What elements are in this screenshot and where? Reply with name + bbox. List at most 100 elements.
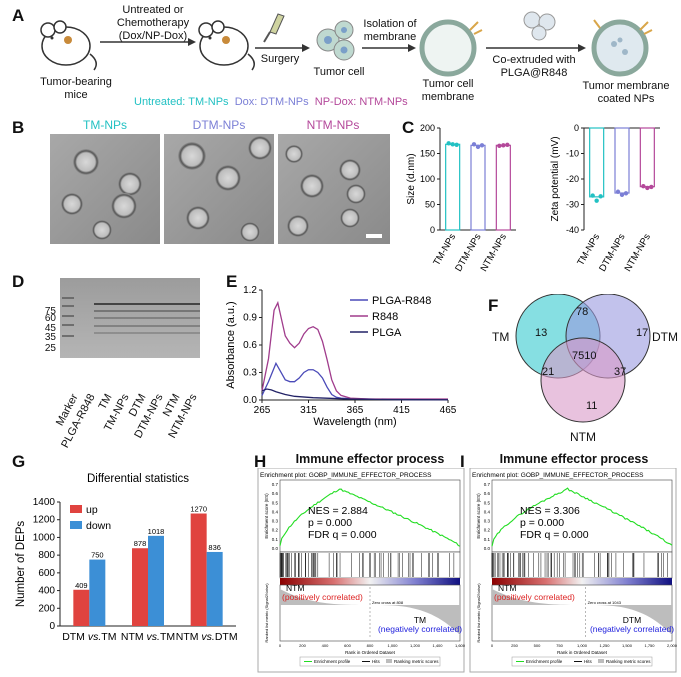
gsea-es-ytick: 0.6: [272, 491, 279, 496]
panel-f-label: F: [488, 296, 499, 315]
gsea-pos-desc: (positively correlated): [494, 592, 575, 602]
gsea-xtick: 200: [299, 643, 306, 648]
gsea-es-ytick: 0.1: [272, 537, 279, 542]
g-ylabel: Number of DEPs: [15, 521, 27, 608]
c-ytick-label-0: 150: [420, 149, 435, 159]
scalpel-icon: [263, 13, 285, 43]
e-ytick-label: 0.9: [243, 313, 257, 324]
gsea-hits-box: [279, 551, 461, 579]
g-legend-label: down: [86, 520, 111, 532]
c-point-0-2: [501, 143, 506, 148]
gsea-es-ytick: 0.3: [484, 519, 491, 524]
gsea-neg-name: TM: [414, 615, 426, 625]
schematic-graphics: [40, 11, 653, 77]
gsea-xtick: 400: [322, 643, 329, 648]
gsea-legend-box: [511, 656, 653, 667]
venn-ntm-only: 11: [586, 400, 598, 412]
panel-i-label: I: [460, 452, 465, 471]
gsea-p: p = 0.000: [308, 517, 352, 529]
c-point-0-1: [471, 142, 477, 147]
gsea-xtick: 1,500: [622, 643, 633, 648]
c-point-1-2: [649, 184, 654, 190]
panel-g-label: G: [12, 452, 26, 471]
g-bar-value: 836: [208, 543, 221, 552]
c-bar-0-0: [445, 143, 461, 231]
group-legend: Untreated: TM-NPs Dox: DTM-NPs NP-Dox: N…: [134, 96, 464, 108]
e-series-line-R848: [261, 300, 448, 400]
gsea-rank-label: Ranked list metric (Signal2Noise): [264, 583, 269, 643]
panel-h-title: Immune effector process: [295, 452, 445, 466]
c-ytick-label-1: -10: [566, 149, 579, 159]
g-bar-up: [190, 513, 207, 626]
c-ytick-label-1: 0: [574, 123, 579, 133]
e-ytick-label: 0.3: [243, 368, 257, 379]
gsea-legend-profile: Enrichment profile: [314, 659, 351, 664]
gsea-es-ytick: 0.0: [484, 546, 491, 551]
g-ytick-label: 400: [38, 586, 55, 597]
g-xtick-label: NTM vs.DTM: [176, 631, 238, 643]
plga-core-icon: [523, 11, 556, 41]
gel-marker-35: 35: [44, 332, 56, 343]
panel-h-gsea: Enrichment plot: GOBP_IMMUNE_EFFECTOR_PR…: [257, 468, 466, 673]
e-legend-label: R848: [372, 311, 398, 323]
surgery-label: Surgery: [260, 53, 300, 65]
e-xtick-label: 365: [347, 405, 364, 416]
g-ytick-label: 800: [38, 550, 55, 561]
gsea-nes: NES = 2.884: [308, 505, 368, 517]
gsea-legend-swatch: [598, 659, 604, 663]
gsea-plot-title: Enrichment plot: GOBP_IMMUNE_EFFECTOR_PR…: [260, 472, 432, 479]
g-ytick-label: 600: [38, 568, 55, 579]
gsea-xtick: 600: [344, 643, 351, 648]
gel-marker-60: 60: [44, 313, 56, 324]
gel-marker-45: 45: [44, 323, 56, 334]
gsea-p: p = 0.000: [520, 517, 564, 529]
c-point-1-2: [645, 185, 650, 191]
g-xtick-label: NTM vs.TM: [121, 631, 175, 643]
g-bar-up: [73, 589, 90, 626]
g-ytick-label: 1400: [33, 497, 56, 508]
venn-dtm-ntm: 37: [614, 366, 627, 378]
g-bar-down: [148, 535, 164, 626]
tem-particles-ntm: [285, 145, 366, 237]
e-xlabel: Wavelength (nm): [313, 416, 396, 428]
g-legend-swatch: [70, 505, 82, 513]
gsea-es-ytick: 0.4: [484, 509, 491, 514]
c-bar-1-1: [614, 127, 630, 194]
group-tm: Untreated: TM-NPs: [134, 96, 229, 108]
c-point-0-2: [505, 142, 510, 148]
g-ytick-label: 1200: [33, 515, 56, 526]
venn-label-tm: TM: [492, 330, 510, 344]
g-bar-value: 1018: [148, 527, 165, 536]
g-ytick-label: 200: [38, 603, 55, 614]
venn-all: 7510: [572, 350, 597, 362]
c-point-1-1: [623, 191, 629, 196]
c-ylabel-0: Size (d.nm): [406, 153, 417, 204]
gsea-es-ytick: 0.6: [484, 491, 491, 496]
venn-tm-ntm: 21: [542, 366, 555, 378]
group-dtm: Dox: DTM-NPs: [234, 96, 309, 108]
gsea-pos-name: NTM: [498, 583, 516, 593]
venn-tm-only: 13: [535, 327, 548, 339]
e-xtick-label: 415: [393, 405, 410, 416]
gsea-xtick: 1,000: [577, 643, 588, 648]
tem-images: [50, 134, 390, 244]
gsea-es-ytick: 0.5: [272, 500, 279, 505]
gsea-xtick: 1,200: [410, 643, 421, 648]
gsea-xtick: 500: [534, 643, 541, 648]
mouse-2-icon: [198, 20, 255, 71]
g-bar-value: 1270: [190, 505, 207, 514]
treatment-label: Untreated or Chemotherapy (Dox/NP-Dox): [116, 4, 190, 42]
e-xtick-label: 465: [440, 405, 457, 416]
g-ytick-label: 0: [49, 621, 55, 632]
gsea-es-ytick: 0.7: [484, 482, 491, 487]
gsea-es-label: Enrichment score (ES): [476, 493, 481, 539]
e-ytick-label: 0.6: [243, 340, 257, 351]
final-np-label: Tumor membrane coated NPs: [582, 80, 670, 105]
tumor-cell-icon: [316, 20, 355, 61]
g-bar-value: 750: [91, 551, 104, 560]
c-ytick-label-0: 100: [420, 174, 435, 184]
panel-c-label: C: [402, 118, 415, 137]
gsea-enrichment-curve: [491, 487, 673, 547]
panel-g-chart: Differential statistics 0 200 400 600 800 1000…: [15, 473, 238, 643]
